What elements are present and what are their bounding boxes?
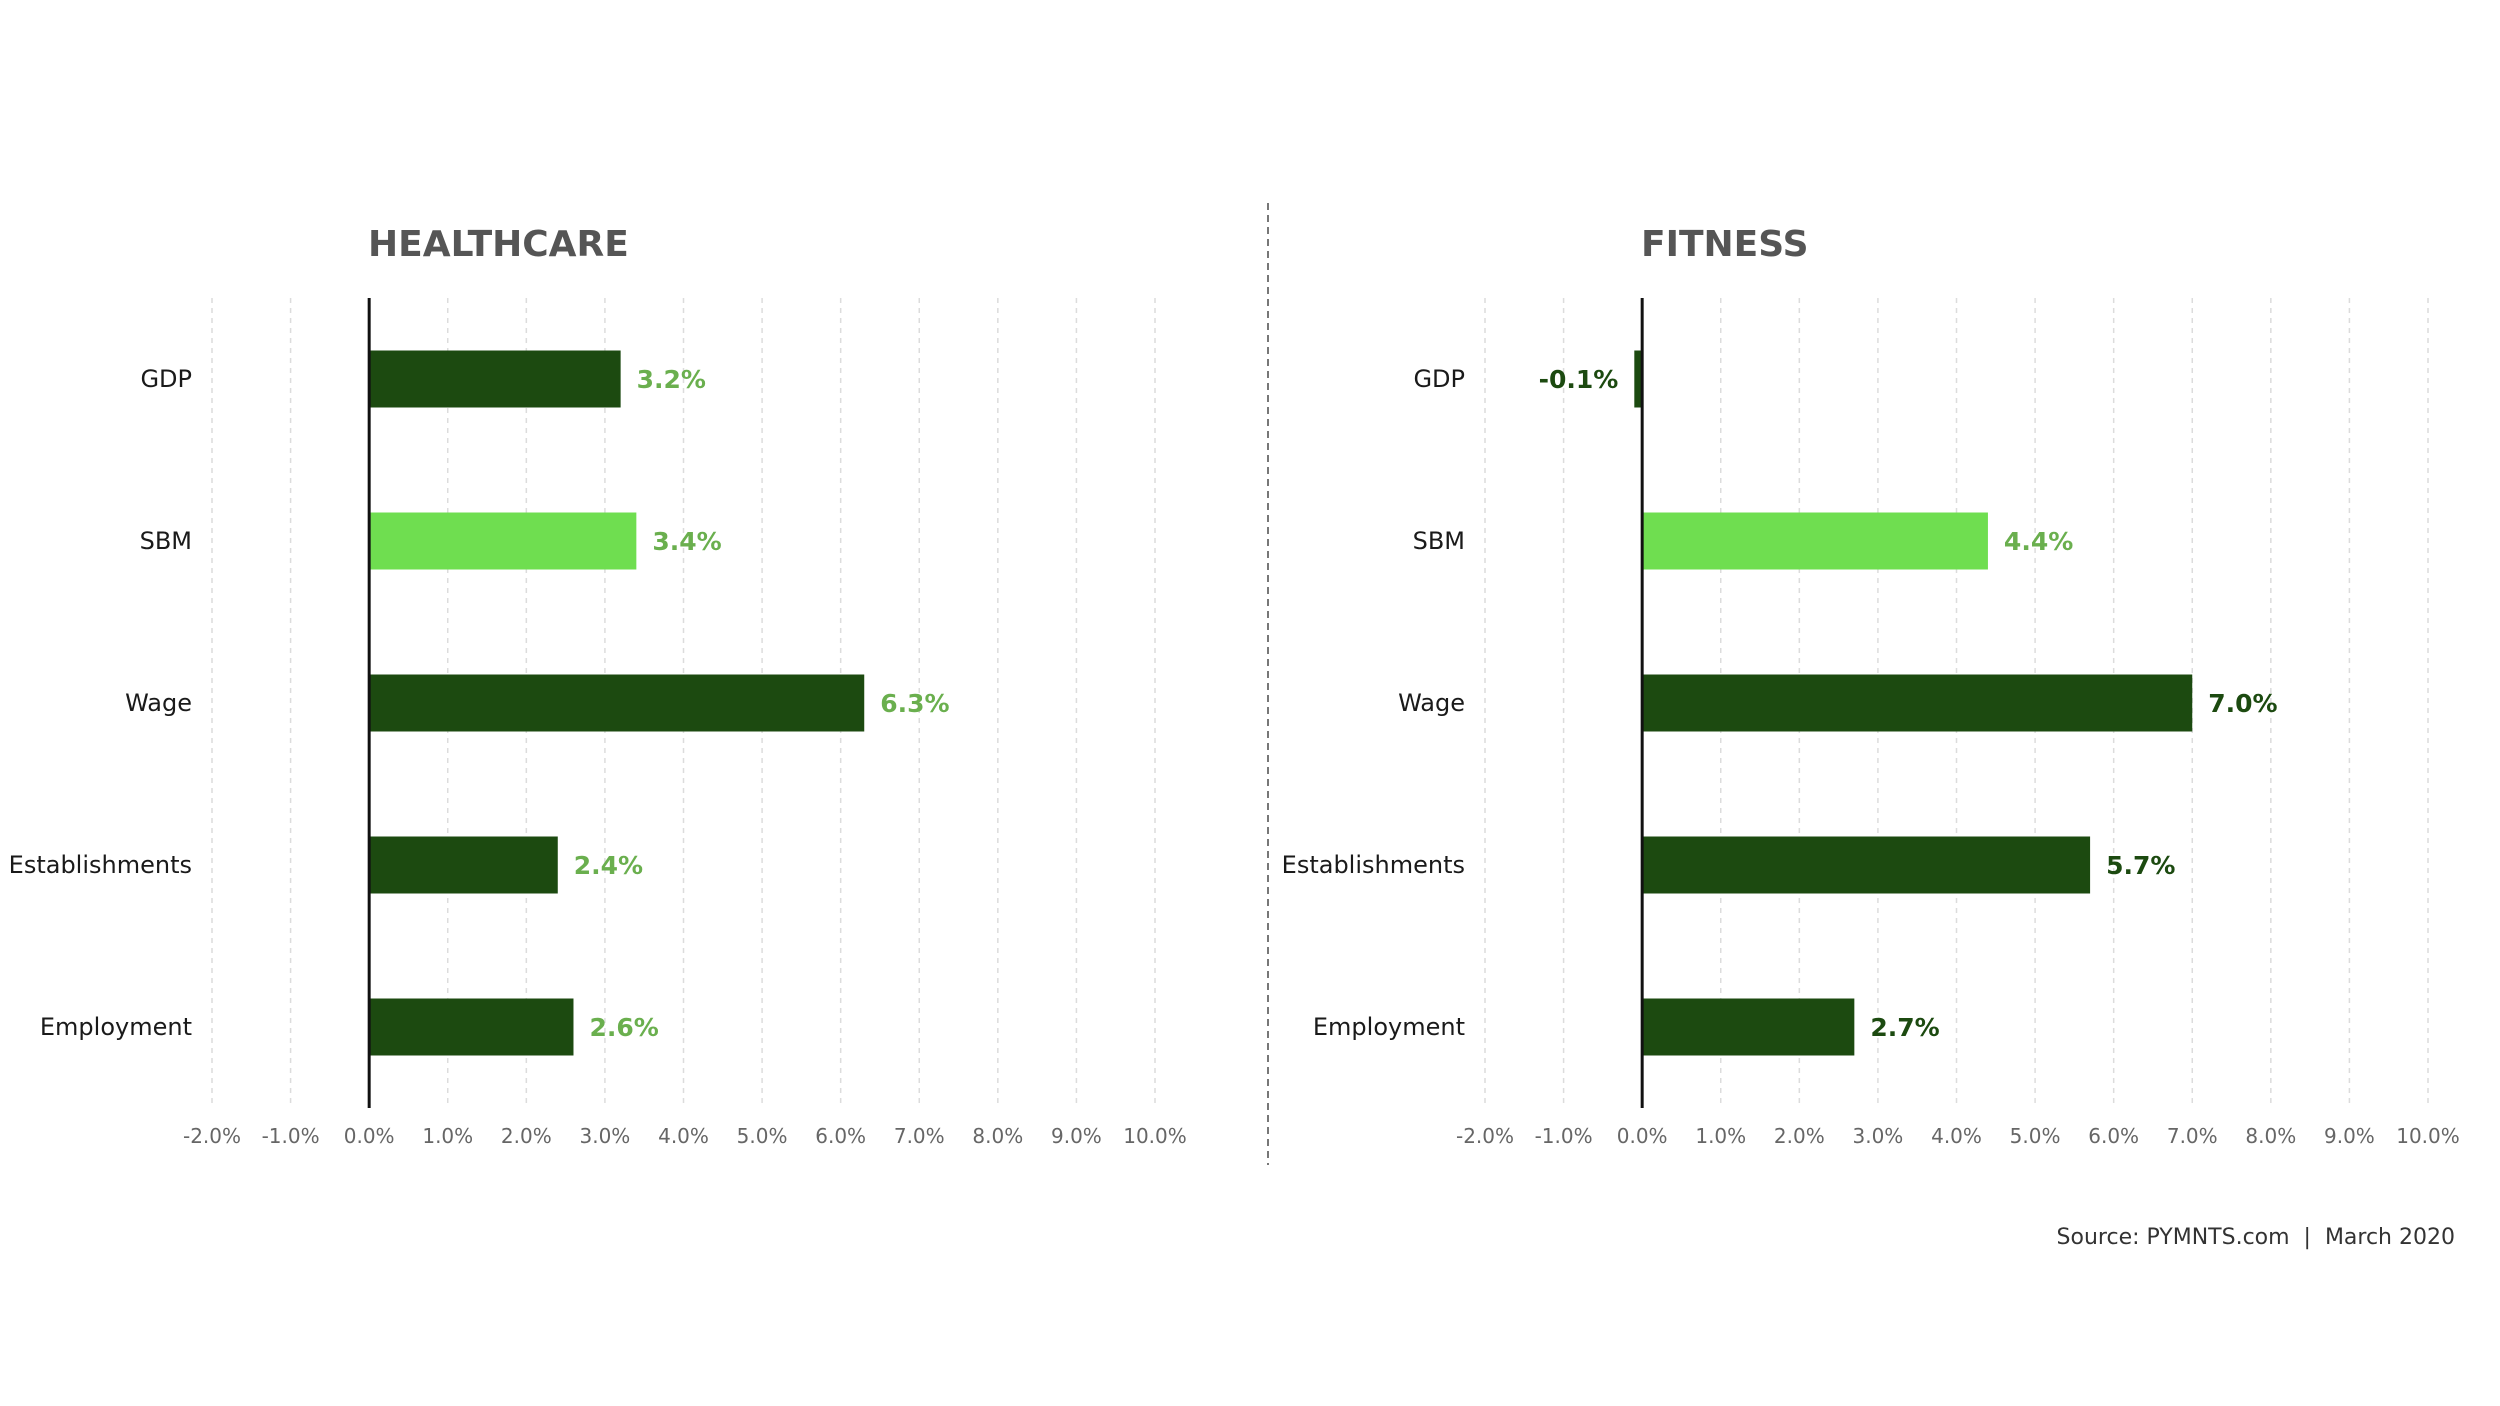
x-tick-label: 8.0% — [972, 1124, 1023, 1148]
category-label: GDP — [140, 365, 192, 393]
x-tick-label: 9.0% — [1051, 1124, 1102, 1148]
bar-sbm — [1642, 512, 1988, 570]
value-label: -0.1% — [1539, 365, 1619, 394]
x-tick-label: -1.0% — [1535, 1124, 1593, 1148]
bar-gdp — [369, 350, 621, 408]
x-tick-label: 8.0% — [2245, 1124, 2296, 1148]
x-tick-label: 4.0% — [658, 1124, 709, 1148]
x-tick-label: 5.0% — [2010, 1124, 2061, 1148]
x-tick-label: 2.0% — [501, 1124, 552, 1148]
value-label: 2.6% — [589, 1013, 658, 1042]
category-label: Employment — [40, 1013, 192, 1041]
x-tick-label: -2.0% — [183, 1124, 241, 1148]
value-label: 5.7% — [2106, 851, 2175, 880]
category-label: SBM — [140, 527, 192, 555]
x-tick-label: 1.0% — [1695, 1124, 1746, 1148]
bar-gdp — [1634, 350, 1643, 408]
bar-wage — [1642, 674, 2193, 732]
value-label: 3.2% — [637, 365, 706, 394]
x-tick-label: 4.0% — [1931, 1124, 1982, 1148]
x-tick-label: 5.0% — [737, 1124, 788, 1148]
bar-establishments — [369, 836, 558, 894]
value-label: 3.4% — [652, 527, 721, 556]
x-tick-label: 7.0% — [2167, 1124, 2218, 1148]
panel-title: FITNESS — [1641, 224, 1809, 265]
category-label: Establishments — [1282, 851, 1465, 879]
category-label: Establishments — [9, 851, 192, 879]
value-label: 6.3% — [880, 689, 949, 718]
x-tick-label: 3.0% — [1853, 1124, 1904, 1148]
x-tick-label: 7.0% — [894, 1124, 945, 1148]
value-label: 4.4% — [2004, 527, 2073, 556]
bar-wage — [369, 674, 865, 732]
x-tick-label: -1.0% — [262, 1124, 320, 1148]
value-label: 2.7% — [1870, 1013, 1939, 1042]
x-tick-label: 10.0% — [2396, 1124, 2460, 1148]
category-label: GDP — [1413, 365, 1465, 393]
bar-employment — [369, 998, 574, 1056]
x-tick-label: 3.0% — [580, 1124, 631, 1148]
x-tick-label: -2.0% — [1456, 1124, 1514, 1148]
x-tick-label: 6.0% — [815, 1124, 866, 1148]
x-tick-label: 2.0% — [1774, 1124, 1825, 1148]
x-tick-label: 10.0% — [1123, 1124, 1187, 1148]
category-label: Wage — [1398, 689, 1465, 717]
panel-title: HEALTHCARE — [368, 224, 629, 265]
category-label: Wage — [125, 689, 192, 717]
x-tick-label: 1.0% — [422, 1124, 473, 1148]
fitness-panel: -2.0% -1.0% 0.0% 1.0% 2.0% 3.0% 4.0% 5.0% 6.0% 7.… — [1282, 224, 2460, 1148]
bar-employment — [1642, 998, 1855, 1056]
source-note: Source: PYMNTS.com | March 2020 — [2056, 1225, 2455, 1250]
healthcare-panel: -2.0% -1.0% 0.0% 1.0% 2.0% 3.0% 4.0% 5.0% 6.0% 7.… — [9, 224, 1187, 1148]
x-tick-label: 0.0% — [344, 1124, 395, 1148]
category-label: SBM — [1413, 527, 1465, 555]
x-tick-label: 0.0% — [1617, 1124, 1668, 1148]
bar-sbm — [369, 512, 637, 570]
bar-establishments — [1642, 836, 2091, 894]
value-label: 7.0% — [2208, 689, 2277, 718]
value-label: 2.4% — [574, 851, 643, 880]
category-label: Employment — [1313, 1013, 1465, 1041]
x-tick-label: 9.0% — [2324, 1124, 2375, 1148]
x-tick-label: 6.0% — [2088, 1124, 2139, 1148]
